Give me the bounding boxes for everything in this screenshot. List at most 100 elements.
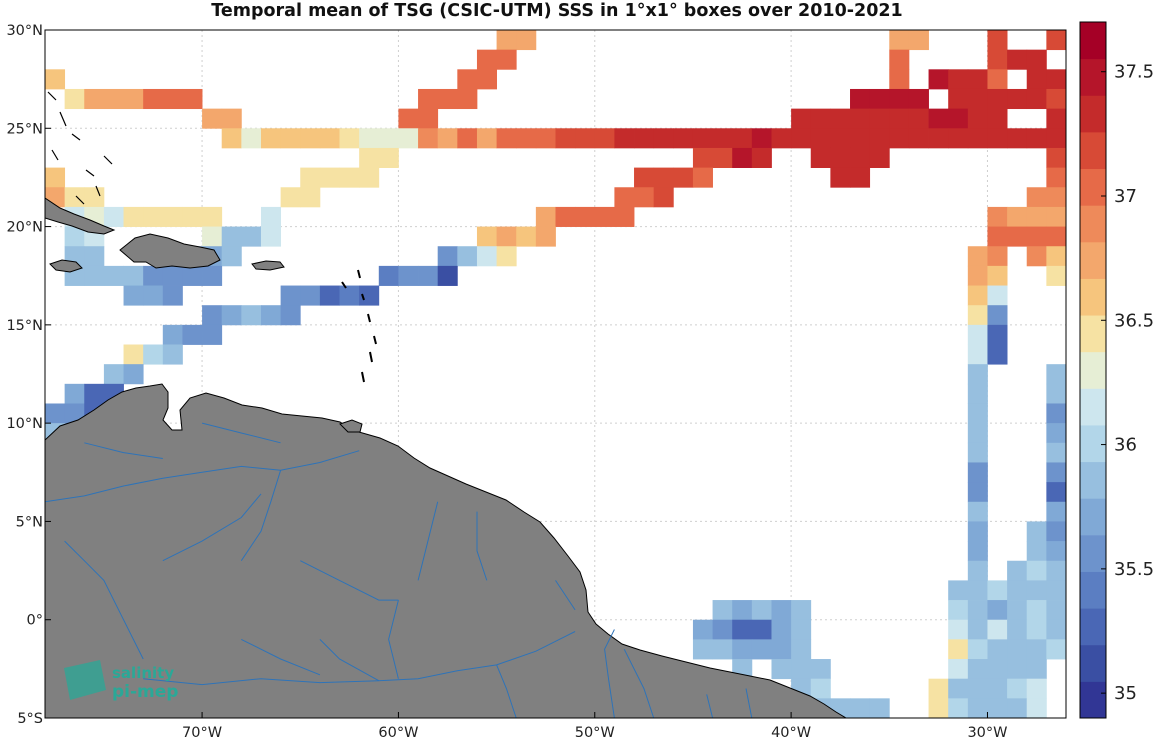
river-line [300,560,399,601]
sss-cell [771,600,792,621]
sss-cell [1026,49,1047,70]
sss-cell [437,128,458,149]
sss-cell [967,639,988,660]
sss-cell [1007,698,1028,718]
sss-cell [653,187,674,208]
sss-cell [1007,88,1028,110]
sss-cell [692,619,713,640]
sss-cell [771,639,792,660]
colorbar-swatch [1080,58,1106,96]
sss-cell [732,600,753,621]
sss-cell [850,88,871,110]
sss-cell [692,128,713,149]
sss-cell [830,167,851,188]
sss-cell [614,187,635,208]
sss-cell [1026,541,1047,562]
colorbar-swatch [1080,388,1106,426]
sss-cell [378,265,399,286]
sss-cell [300,187,321,208]
sss-cell [948,128,969,149]
sss-cell [594,206,615,227]
sss-cell [1046,580,1066,601]
sss-cell [928,678,949,699]
sss-cell [1046,482,1066,503]
sss-cell [575,128,596,149]
logo-line2: pi-mep [112,682,178,702]
sss-cell [987,49,1008,70]
sss-cell [967,246,988,267]
sss-cell [535,226,556,247]
chart-title: Temporal mean of TSG (CSIC-UTM) SSS in 1… [211,1,902,21]
sss-cell [476,246,497,267]
sss-cell [948,678,969,699]
sss-cell [1046,147,1066,168]
sss-cell [1007,128,1028,149]
sss-cell [869,108,890,129]
sss-cell [300,128,321,149]
sss-cell [987,580,1008,601]
sss-cell [280,285,301,306]
sss-cell [457,128,478,149]
sss-cell [967,69,988,90]
sss-cell [555,128,576,149]
sss-cell [948,659,969,680]
sss-cell [319,285,340,306]
colorbar: 35 35.5 36 36.5 37 37.5 [1079,21,1154,719]
sss-cell [476,128,497,149]
sss-cell [948,108,969,129]
sss-cell [967,698,988,718]
sss-cell [1046,442,1066,463]
colorbar-tick-label: 37 [1114,186,1137,207]
sss-cell [967,521,988,542]
river-line [706,694,714,718]
x-tick-label: 60°W [378,725,418,740]
sss-cell [987,678,1008,699]
sss-cell [948,639,969,660]
sss-cell [103,265,124,286]
south-america-landmass [45,383,847,718]
sss-cell [692,147,713,168]
sss-cell [850,128,871,149]
sss-cell [103,88,124,110]
cuba-island [45,197,116,235]
sss-cell [634,128,655,149]
sss-cell [967,88,988,110]
sss-cell [64,226,85,247]
sss-cell [516,30,537,51]
sss-cell [967,678,988,699]
sss-cell [791,600,812,621]
sss-cell [457,69,478,90]
sss-cell [751,639,772,660]
sss-cell [1007,560,1028,581]
colorbar-swatch [1080,351,1106,389]
sss-cell [64,383,85,404]
sss-cell [1046,206,1066,227]
rivers [45,422,753,718]
sss-cell [182,265,203,286]
sss-cell [241,305,262,326]
sss-cell [987,600,1008,621]
colorbar-swatch [1080,571,1106,609]
colorbar-swatch [1080,95,1106,133]
logo-emblem-icon [64,660,106,700]
sss-cell [948,580,969,601]
sss-cell [221,226,242,247]
sss-cell [948,69,969,90]
sss-cell [359,128,380,149]
sss-cell [967,128,988,149]
sss-cell [123,285,144,306]
sss-cell [143,265,164,286]
sss-cell [810,128,831,149]
land-mass [45,91,847,718]
river-line [745,688,753,718]
sss-cell [64,187,85,208]
sss-cell [418,88,439,110]
sss-cell [378,128,399,149]
sss-cell [987,226,1008,247]
sss-cell [319,167,340,188]
sss-cell [1046,88,1066,110]
sss-cell [850,698,871,718]
sss-cell [732,639,753,660]
sss-cell [182,206,203,227]
sss-cell [476,226,497,247]
